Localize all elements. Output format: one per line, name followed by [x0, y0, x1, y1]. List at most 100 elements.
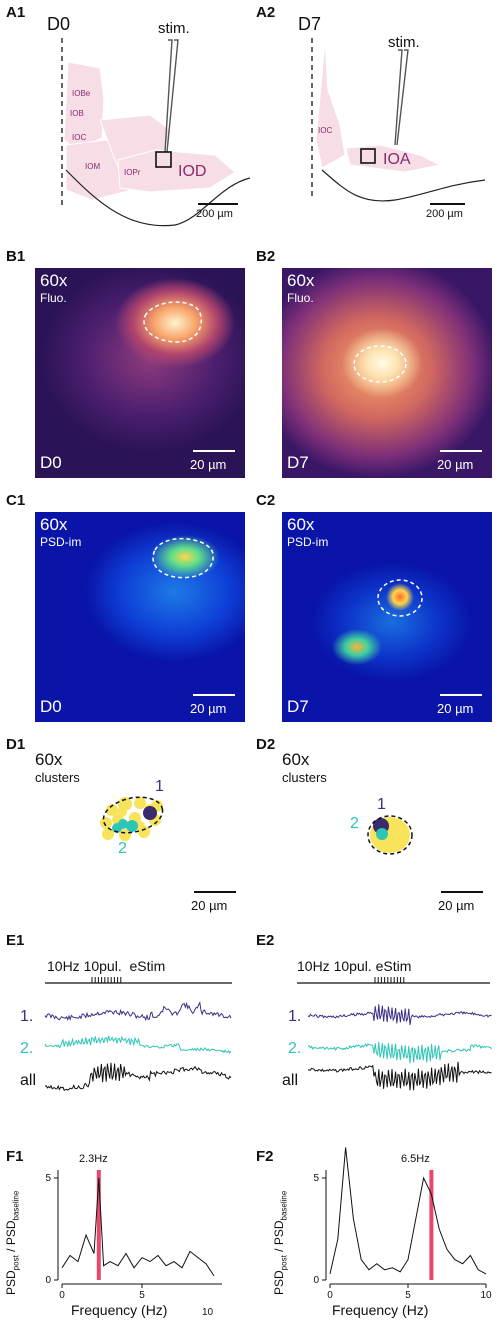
f1-extra-label: 10: [202, 1307, 214, 1318]
e2-trace-2: [307, 1042, 493, 1064]
c1-mag: 60x: [40, 515, 68, 534]
a1-recording-box: [155, 151, 172, 168]
e2-trace-1: [307, 1004, 492, 1026]
a2-stim: stim.: [388, 34, 420, 51]
f2-chart: 0 5 10 0 5: [313, 1147, 492, 1301]
a2-target: IOA: [383, 151, 411, 168]
b2-fluorescence-image: 60x Fluo. D7 20 µm: [282, 268, 492, 478]
c1-psd-image: 60x PSD-im D0 20 µm: [35, 512, 245, 722]
a2-region-label: IOC: [318, 126, 333, 135]
c1-day: D0: [40, 697, 62, 716]
f2-peak-label: 6.5Hz: [401, 1153, 430, 1165]
a1-outline: [65, 169, 251, 227]
e1-stim-label: 10Hz 10pul. eStim: [47, 958, 166, 974]
y-tick-label: 5: [45, 1173, 51, 1184]
b1-mode: Fluo.: [40, 291, 67, 305]
a2-electrode: [394, 49, 403, 146]
panel-label-f1: F1: [6, 1148, 24, 1165]
e2-trace-label-2: 2.: [288, 1040, 302, 1057]
e2-stim-ticks: [374, 977, 405, 983]
peak-marker: [96, 1170, 101, 1280]
b1-scalebar: [193, 450, 235, 452]
a1-region-label: IOB: [70, 109, 84, 118]
a1-region-label: IOM: [85, 162, 101, 171]
panel-label-e1: E1: [6, 932, 25, 949]
ephys-traces: [44, 977, 493, 1091]
anatomy-svg: [61, 38, 486, 227]
f1-xlabel: Frequency (Hz): [71, 1302, 168, 1318]
f1-peak-label: 2.3Hz: [79, 1153, 108, 1165]
d2-mag: 60x: [282, 750, 310, 769]
e2-trace-all: [307, 1061, 492, 1091]
y-tick-label: 5: [313, 1173, 319, 1184]
panel-label-c1: C1: [6, 492, 26, 509]
panel-label-a2: A2: [256, 4, 276, 21]
panel-label-e2: E2: [256, 932, 275, 949]
a2-recording-box: [360, 148, 376, 164]
x-tick-label: 10: [480, 1290, 492, 1301]
anatomy-schematics: [0, 0, 499, 240]
a1-scale-text: 200 µm: [196, 208, 233, 220]
x-tick-label: 5: [405, 1290, 411, 1301]
e2-trace-label-3: all: [282, 1072, 299, 1089]
d2-mode: clusters: [282, 770, 327, 785]
e1-trace-all: [45, 1062, 232, 1091]
e1-trace-1: [44, 1000, 232, 1022]
b1-fluorescence-image: 60x Fluo. D0 20 µm: [35, 268, 245, 478]
d1-scalebar: [194, 891, 236, 893]
a1-region-label: IOPr: [124, 168, 141, 177]
d1-mag: 60x: [35, 750, 63, 769]
f1-chart: 0 5 0 5: [45, 1170, 222, 1301]
cluster-maps: [100, 796, 413, 855]
x-tick-label: 5: [139, 1290, 145, 1301]
c1-scale-text: 20 µm: [190, 701, 227, 716]
a1-electrode: [164, 39, 173, 153]
a2-region-ioa: [345, 144, 442, 173]
b1-day: D0: [40, 453, 62, 472]
c2-psd-image: 60x PSD-im D7 20 µm: [282, 512, 492, 722]
y-tick-label: 0: [45, 1275, 51, 1286]
panel-label-c2: C2: [256, 492, 276, 509]
b2-mode: Fluo.: [287, 291, 314, 305]
panel-label-d1: D1: [6, 736, 26, 753]
psd-line: [329, 1147, 487, 1275]
b2-roi-outline: [353, 345, 407, 383]
a2-outline: [321, 169, 486, 202]
b2-mag: 60x: [287, 271, 315, 290]
panel-label-b2: B2: [256, 248, 276, 265]
panel-label-d2: D2: [256, 736, 276, 753]
e2-trace-label-1: 1.: [288, 1008, 302, 1025]
x-tick-label: 0: [327, 1290, 333, 1301]
b2-day: D7: [287, 453, 309, 472]
b1-mag: 60x: [40, 271, 68, 290]
a1-region-label: IOBe: [72, 89, 91, 98]
a1-day: D0: [47, 14, 71, 34]
d1-cluster-1: [143, 806, 157, 820]
c1-scalebar: [193, 694, 235, 696]
psd-line: [61, 1177, 215, 1277]
d1-roi-outline: [102, 796, 164, 834]
peak-marker: [429, 1170, 434, 1280]
d2-scalebar: [441, 891, 483, 893]
d1-cluster-label-1: 1: [155, 778, 164, 795]
a1-region-iobe: [63, 61, 105, 151]
f1-ylabel: PSDpost / PSDbaseline: [4, 1190, 21, 1295]
a2-scale-text: 200 µm: [426, 208, 463, 220]
d2-scale-text: 20 µm: [438, 898, 475, 913]
c2-mode: PSD-im: [287, 535, 329, 549]
c2-roi-outline: [377, 579, 423, 617]
a1-region-label: IOC: [72, 133, 87, 142]
c2-mag: 60x: [287, 515, 315, 534]
panel-label-b1: B1: [6, 248, 26, 265]
panel-label-a1: A1: [6, 4, 26, 21]
e1-trace-label-1: 1.: [20, 1008, 34, 1025]
b2-scalebar: [440, 450, 482, 452]
a1-target: IOD: [178, 163, 207, 180]
y-tick-label: 0: [313, 1275, 319, 1286]
f2-xlabel: Frequency (Hz): [332, 1302, 429, 1318]
b1-roi-outline: [143, 301, 202, 343]
f2-ylabel: PSDpost / PSDbaseline: [272, 1190, 289, 1295]
e2-stim-label: 10Hz 10pul. eStim: [297, 958, 412, 974]
c2-scale-text: 20 µm: [437, 701, 474, 716]
e1-trace-2: [44, 1035, 232, 1054]
